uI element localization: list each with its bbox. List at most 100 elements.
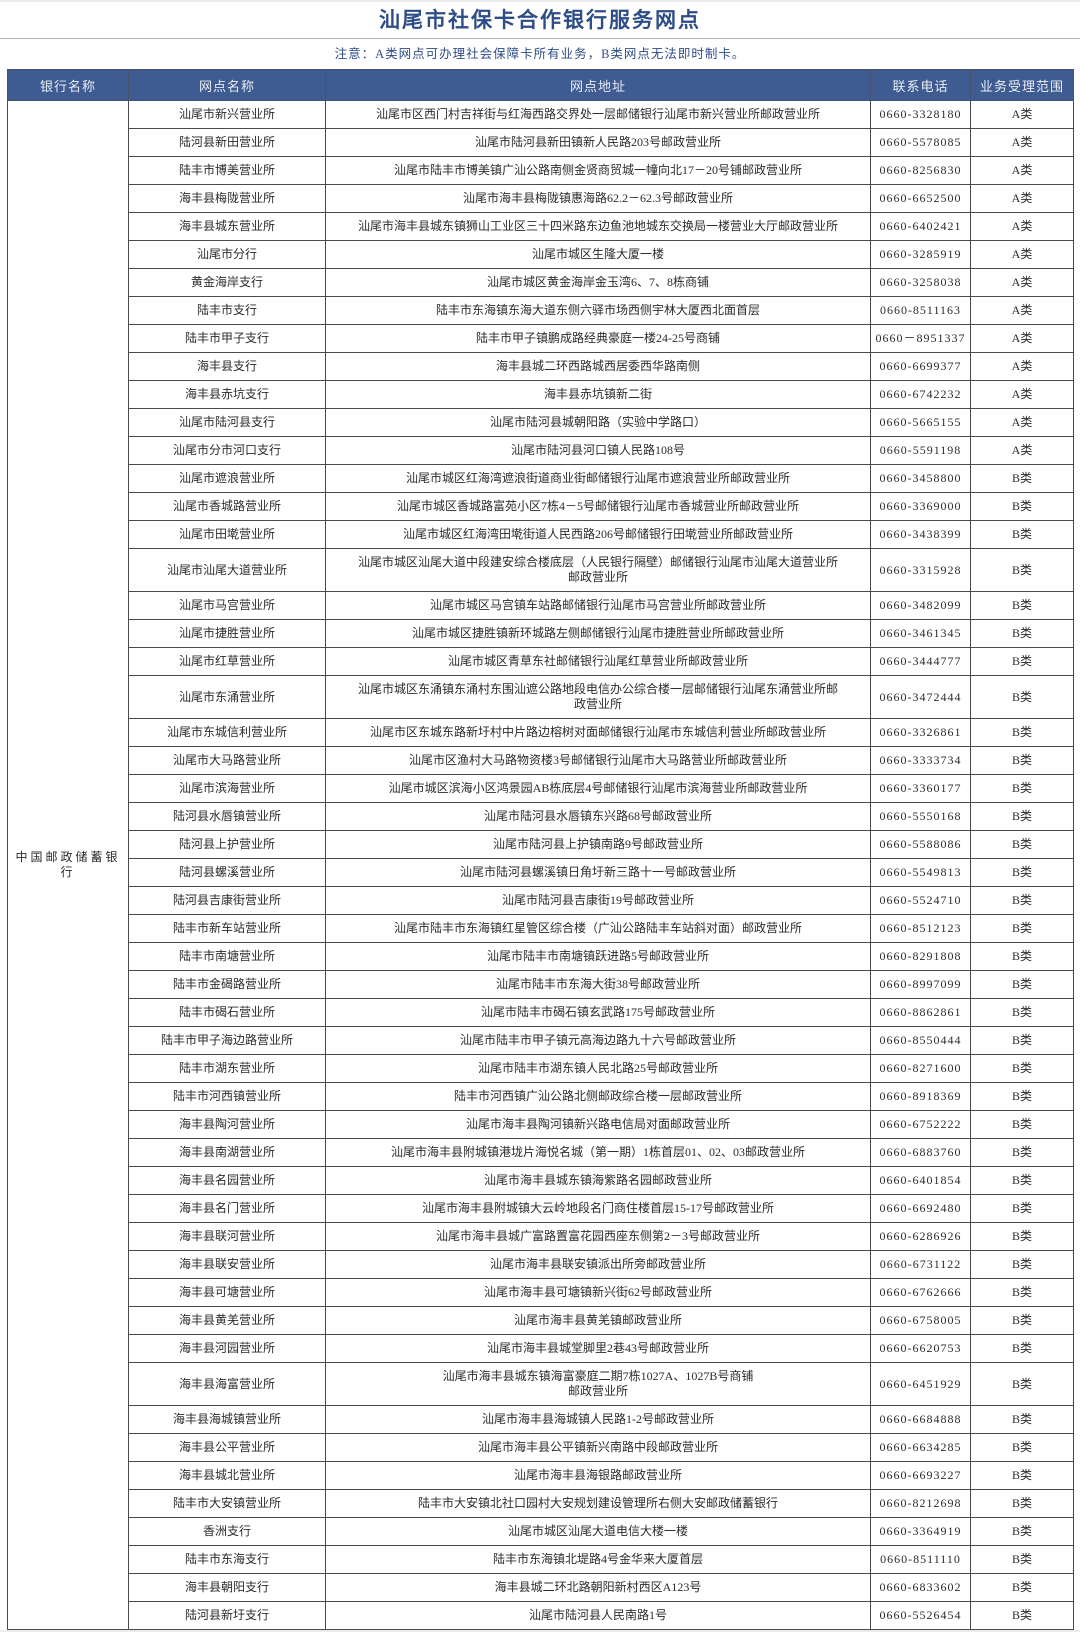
- table-row: 海丰县城东营业所 汕尾市海丰县城东镇狮山工业区三十四米路东边鱼池地城东交换局一楼营…: [8, 212, 1074, 241]
- bank-branches-table: 银行名称 网点名称 网点地址 联系电话 业务受理范围 中国邮政储蓄银行 汕尾市新兴营业所汕…: [7, 69, 1074, 1630]
- phone-cell: 0660-5578085: [870, 128, 971, 157]
- phone-cell: 0660-3315928: [870, 548, 971, 592]
- branch-name-cell: 汕尾市东涌营业所: [128, 675, 326, 719]
- phone-cell: 0660-6833602: [870, 1573, 971, 1602]
- table-row: 陆丰市河西镇营业所 陆丰市河西镇广汕公路北侧邮政综合楼一层邮政营业所 0660-89…: [8, 1082, 1074, 1111]
- phone-cell: 0660-3360177: [870, 774, 971, 803]
- category-cell: B类: [970, 619, 1074, 648]
- category-cell: B类: [970, 1278, 1074, 1307]
- phone-cell: 0660-5588086: [870, 830, 971, 859]
- branch-address-cell: 汕尾市陆丰市东海镇红星管区综合楼（广汕公路陆丰车站斜对面）邮政营业所: [325, 914, 871, 943]
- branch-address-cell: 汕尾市海丰县城东镇海紫路名园邮政营业所: [325, 1166, 871, 1195]
- phone-cell: 0660-8511110: [870, 1545, 971, 1574]
- phone-cell: 0660-5665155: [870, 408, 971, 437]
- branch-name-cell: 汕尾市东城信利营业所: [128, 718, 326, 747]
- branch-name-cell: 陆丰市金碣路营业所: [128, 970, 326, 999]
- branch-name-cell: 陆丰市南塘营业所: [128, 942, 326, 971]
- branch-address-cell: 汕尾市海丰县城堂脚里2巷43号邮政营业所: [325, 1334, 871, 1363]
- branch-name-cell: 海丰县河园营业所: [128, 1334, 326, 1363]
- category-cell: A类: [970, 436, 1074, 465]
- branch-name-cell: 海丰县联安营业所: [128, 1250, 326, 1279]
- table-row: 汕尾市遮浪营业所 汕尾市城区红海湾遮浪街道商业街邮储银行汕尾市遮浪营业所邮政营业所…: [8, 464, 1074, 493]
- branch-name-cell: 陆丰市支行: [128, 296, 326, 325]
- branch-name-cell: 汕尾市大马路营业所: [128, 746, 326, 775]
- category-cell: A类: [970, 100, 1074, 129]
- branch-address-cell: 汕尾市区东城东路新圩村中片路边榕树对面邮储银行汕尾市东城信利营业所邮政营业所: [325, 718, 871, 747]
- branch-name-cell: 海丰县可塘营业所: [128, 1278, 326, 1307]
- branch-address-cell: 汕尾市城区汕尾大道电信大楼一楼: [325, 1517, 871, 1546]
- phone-cell: 0660-6402421: [870, 212, 971, 241]
- branch-name-cell: 陆河县螺溪营业所: [128, 858, 326, 887]
- table-row: 陆丰市南塘营业所 汕尾市陆丰市南塘镇跃进路5号邮政营业所 0660-8291808 B…: [8, 942, 1074, 971]
- phone-cell: 0660-3285919: [870, 240, 971, 269]
- branch-address-cell: 汕尾市陆丰市碣石镇玄武路175号邮政营业所: [325, 998, 871, 1027]
- branch-name-cell: 海丰县黄羌营业所: [128, 1306, 326, 1335]
- category-cell: B类: [970, 1362, 1074, 1406]
- category-cell: A类: [970, 380, 1074, 409]
- phone-cell: 0660-8256830: [870, 156, 971, 185]
- branch-name-cell: 海丰县联河营业所: [128, 1222, 326, 1251]
- category-cell: B类: [970, 1433, 1074, 1462]
- branch-name-cell: 海丰县南湖营业所: [128, 1138, 326, 1167]
- branch-address-cell: 汕尾市陆河县吉康街19号邮政营业所: [325, 886, 871, 915]
- branch-address-cell: 汕尾市城区红海湾遮浪街道商业街邮储银行汕尾市遮浪营业所邮政营业所: [325, 464, 871, 493]
- table-row: 陆丰市大安镇营业所 陆丰市大安镇北社口园村大安规划建设管理所右侧大安邮政储蓄银行 0…: [8, 1489, 1074, 1518]
- branch-address-cell: 汕尾市海丰县城东镇海富豪庭二期7栋1027A、1027B号商铺 邮政营业所: [325, 1362, 871, 1406]
- category-cell: B类: [970, 718, 1074, 747]
- table-row: 海丰县海富营业所 汕尾市海丰县城东镇海富豪庭二期7栋1027A、1027B号商铺 …: [8, 1362, 1074, 1406]
- branch-name-cell: 汕尾市分市河口支行: [128, 436, 326, 465]
- branch-name-cell: 海丰县赤坑支行: [128, 380, 326, 409]
- table-row: 海丰县可塘营业所 汕尾市海丰县可塘镇新兴街62号邮政营业所 0660-6762666…: [8, 1278, 1074, 1307]
- branch-name-cell: 陆河县上护营业所: [128, 830, 326, 859]
- phone-cell: 0660-6634285: [870, 1433, 971, 1462]
- branch-name-cell: 海丰县朝阳支行: [128, 1573, 326, 1602]
- branch-name-cell: 陆丰市新车站营业所: [128, 914, 326, 943]
- table-row: 陆丰市甲子海边路营业所 汕尾市陆丰市甲子镇元高海边路九十六号邮政营业所 0660-8…: [8, 1026, 1074, 1055]
- column-header: 业务受理范围: [970, 69, 1074, 101]
- category-cell: A类: [970, 240, 1074, 269]
- branch-address-cell: 汕尾市城区青草东社邮储银行汕尾红草营业所邮政营业所: [325, 647, 871, 676]
- branch-address-cell: 陆丰市河西镇广汕公路北侧邮政综合楼一层邮政营业所: [325, 1082, 871, 1111]
- phone-cell: 0660-8212698: [870, 1489, 971, 1518]
- branch-address-cell: 汕尾市陆河县上护镇南路9号邮政营业所: [325, 830, 871, 859]
- branch-address-cell: 汕尾市区渔村大马路物资楼3号邮储银行汕尾市大马路营业所邮政营业所: [325, 746, 871, 775]
- branch-address-cell: 汕尾市陆河县城朝阳路（实验中学路口）: [325, 408, 871, 437]
- category-cell: B类: [970, 886, 1074, 915]
- branch-address-cell: 汕尾市城区马宫镇车站路邮储银行汕尾市马宫营业所邮政营业所: [325, 591, 871, 620]
- branch-name-cell: 海丰县城东营业所: [128, 212, 326, 241]
- phone-cell: 0660-8271600: [870, 1054, 971, 1083]
- branch-address-cell: 汕尾市城区黄金海岸金玉湾6、7、8栋商铺: [325, 268, 871, 297]
- branch-address-cell: 汕尾市海丰县海银路邮政营业所: [325, 1461, 871, 1490]
- phone-cell: 0660-3328180: [870, 100, 971, 129]
- table-row: 汕尾市东涌营业所 汕尾市城区东涌镇东涌村东围汕遮公路地段电信办公综合楼一层邮储银行…: [8, 675, 1074, 719]
- branch-address-cell: 汕尾市海丰县附城镇大云岭地段名门商住楼首层15-17号邮政营业所: [325, 1194, 871, 1223]
- table-row: 中国邮政储蓄银行 汕尾市新兴营业所 汕尾市区西门村吉祥街与红海西路交界处一层邮储银行…: [7, 100, 1074, 1630]
- category-cell: A类: [970, 184, 1074, 213]
- category-cell: B类: [970, 1194, 1074, 1223]
- branch-name-cell: 海丰县海城镇营业所: [128, 1405, 326, 1434]
- table-row: 陆河县水唇镇营业所 汕尾市陆河县水唇镇东兴路68号邮政营业所 0660-555016…: [8, 802, 1074, 831]
- category-cell: B类: [970, 1489, 1074, 1518]
- table-row: 陆河县新圩支行 汕尾市陆河县人民南路1号 0660-5526454 B类: [8, 1601, 1074, 1630]
- table-row: 汕尾市香城路营业所 汕尾市城区香城路富苑小区7栋4－5号邮储银行汕尾市香城营业所邮…: [8, 492, 1074, 521]
- branch-address-cell: 陆丰市东海镇北堤路4号金华来大厦首层: [325, 1545, 871, 1574]
- category-cell: B类: [970, 520, 1074, 549]
- table-row: 汕尾市陆河县支行 汕尾市陆河县城朝阳路（实验中学路口） 0660-5665155 A类: [8, 408, 1074, 437]
- branch-address-cell: 汕尾市陆丰市博美镇广汕公路南侧金贤商贸城一幢向北17－20号铺邮政营业所: [325, 156, 871, 185]
- phone-cell: 0660-6752222: [870, 1110, 971, 1139]
- branch-name-cell: 海丰县公平营业所: [128, 1433, 326, 1462]
- category-cell: B类: [970, 1166, 1074, 1195]
- category-cell: B类: [970, 464, 1074, 493]
- branch-address-cell: 汕尾市陆河县水唇镇东兴路68号邮政营业所: [325, 802, 871, 831]
- branch-name-cell: 汕尾市捷胜营业所: [128, 619, 326, 648]
- phone-cell: 0660-6762666: [870, 1278, 971, 1307]
- category-cell: B类: [970, 830, 1074, 859]
- branch-address-cell: 汕尾市城区捷胜镇新环城路左侧邮储银行汕尾市捷胜营业所邮政营业所: [325, 619, 871, 648]
- phone-cell: 0660-8862861: [870, 998, 971, 1027]
- phone-cell: 0660-3258038: [870, 268, 971, 297]
- category-cell: B类: [970, 548, 1074, 592]
- table-row: 海丰县黄羌营业所 汕尾市海丰县黄羌镇邮政营业所 0660-6758005 B类: [8, 1306, 1074, 1335]
- branch-address-cell: 汕尾市海丰县城广富路置富花园西座东侧第2－3号邮政营业所: [325, 1222, 871, 1251]
- phone-cell: 0660-6693227: [870, 1461, 971, 1490]
- branch-name-cell: 陆丰市碣石营业所: [128, 998, 326, 1027]
